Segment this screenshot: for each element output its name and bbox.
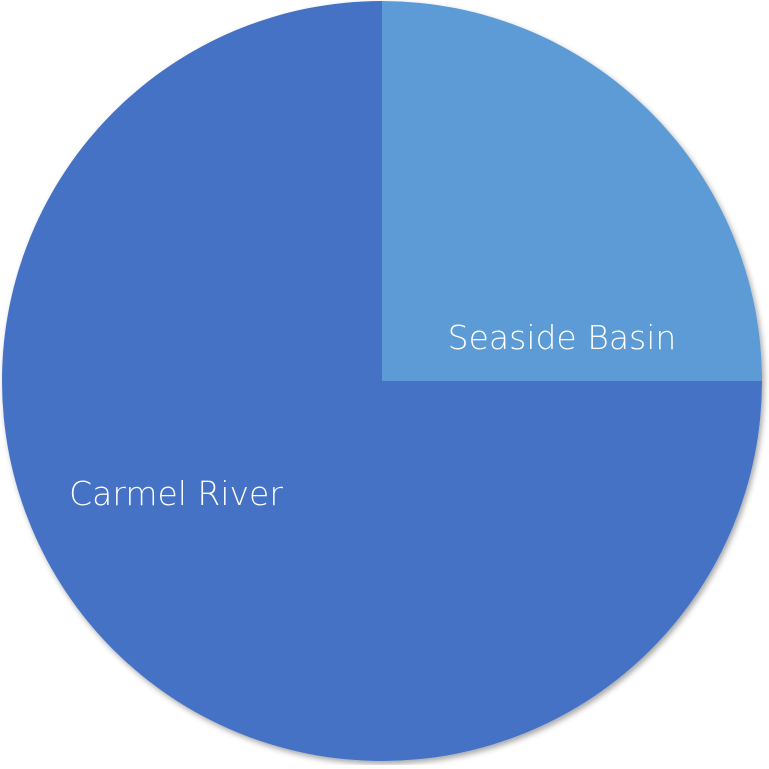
pie-slice-seaside-basin (382, 1, 762, 381)
pie-label-carmel-river: Carmel River (69, 474, 283, 513)
pie-labels: Seaside Basin Carmel River (69, 318, 676, 513)
pie-label-seaside-basin: Seaside Basin (448, 318, 677, 357)
pie-slice-carmel-river (2, 1, 762, 761)
pie-slices (2, 1, 762, 761)
